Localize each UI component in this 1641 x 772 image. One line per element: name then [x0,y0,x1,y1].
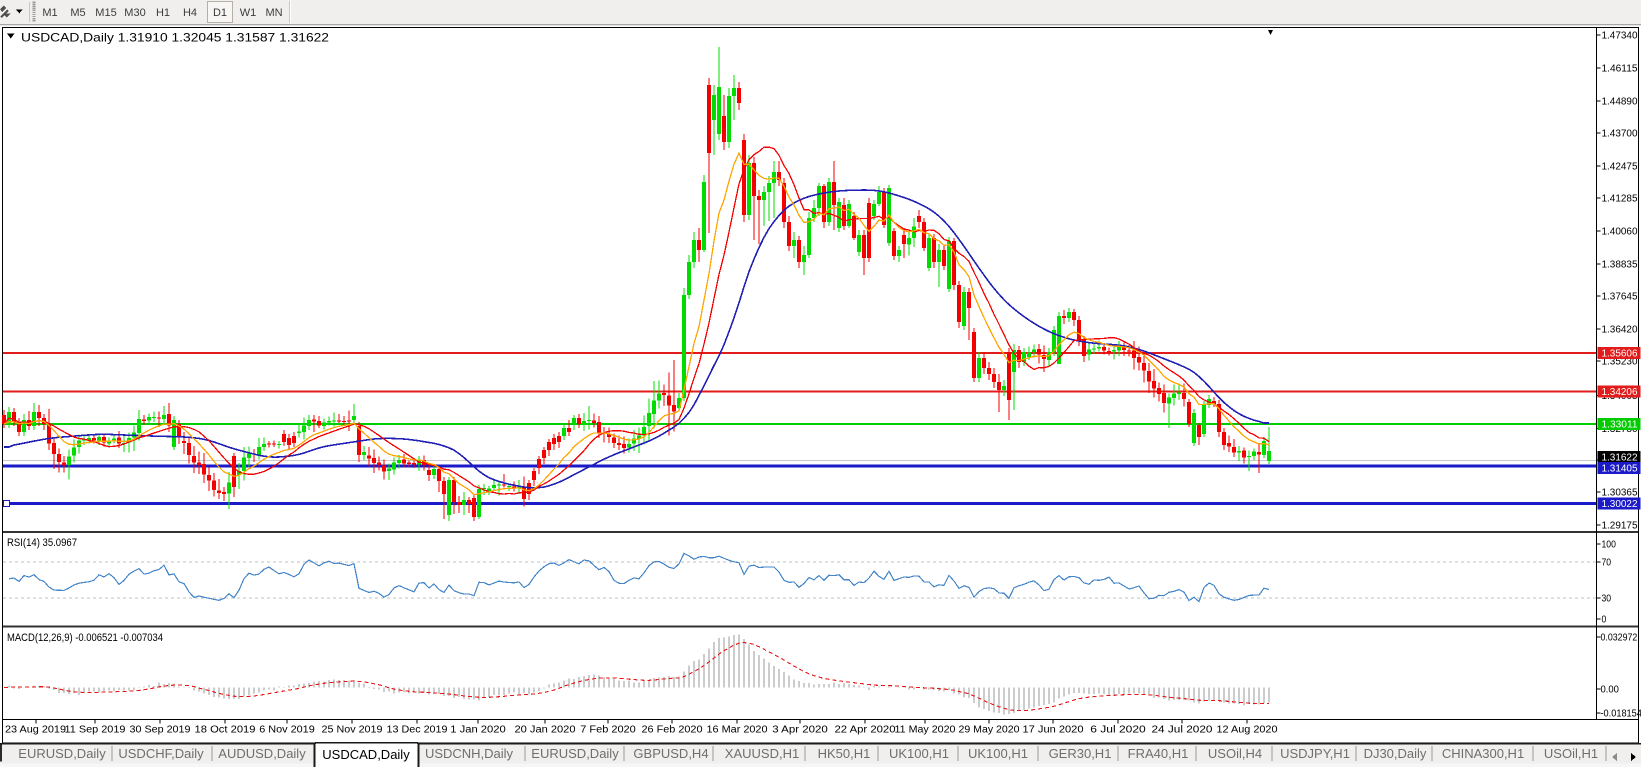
svg-text:23 Aug 2019: 23 Aug 2019 [5,725,66,736]
svg-text:USDJPY,H1: USDJPY,H1 [1280,746,1350,761]
svg-text:1.46115: 1.46115 [1602,64,1638,75]
svg-text:H4: H4 [183,7,197,19]
svg-text:UK100,H1: UK100,H1 [889,746,949,761]
svg-text:29 May 2020: 29 May 2020 [959,725,1020,736]
svg-text:1.30022: 1.30022 [1602,499,1638,510]
svg-text:24 Jul 2020: 24 Jul 2020 [1152,725,1214,736]
svg-text:M15: M15 [95,7,116,19]
svg-text:1.40060: 1.40060 [1602,227,1638,238]
svg-text:1.35606: 1.35606 [1602,348,1638,359]
svg-text:W1: W1 [240,7,257,19]
svg-text:70: 70 [1602,558,1612,569]
svg-text:0: 0 [1602,615,1607,626]
svg-text:6 Jul 2020: 6 Jul 2020 [1090,725,1146,736]
svg-text:USDCHF,Daily: USDCHF,Daily [118,746,204,761]
svg-text:22 Apr 2020: 22 Apr 2020 [835,725,896,736]
svg-text:11 Sep 2019: 11 Sep 2019 [65,725,126,736]
svg-text:D1: D1 [213,7,227,19]
svg-text:1.31405: 1.31405 [1602,464,1638,475]
svg-text:CHINA300,H1: CHINA300,H1 [1442,746,1524,761]
svg-text:USDCAD,Daily: USDCAD,Daily [322,747,410,762]
svg-text:M5: M5 [70,7,85,19]
svg-text:16 Mar 2020: 16 Mar 2020 [707,725,768,736]
svg-text:20 Jan 2020: 20 Jan 2020 [515,725,576,736]
svg-text:USDCAD,Daily 1.31910 1.32045: USDCAD,Daily 1.31910 1.32045 1.31587 1.3… [21,31,329,45]
svg-text:13 Dec 2019: 13 Dec 2019 [387,725,448,736]
svg-text:USOil,H1: USOil,H1 [1544,746,1598,761]
svg-text:EURUSD,Daily: EURUSD,Daily [531,746,619,761]
svg-text:12 Aug 2020: 12 Aug 2020 [1217,725,1278,736]
svg-text:17 Jun 2020: 17 Jun 2020 [1023,725,1084,736]
svg-text:GER30,H1: GER30,H1 [1049,746,1112,761]
svg-text:26 Feb 2020: 26 Feb 2020 [642,725,703,736]
svg-text:1.43700: 1.43700 [1602,129,1638,140]
svg-text:25 Nov 2019: 25 Nov 2019 [322,725,383,736]
svg-text:GBPUSD,H4: GBPUSD,H4 [633,746,708,761]
svg-text:1.47340: 1.47340 [1602,31,1638,42]
svg-text:100: 100 [1602,540,1617,551]
svg-text:30: 30 [1602,594,1612,605]
svg-text:6 Nov 2019: 6 Nov 2019 [259,725,315,736]
svg-text:1.37645: 1.37645 [1602,292,1638,303]
svg-text:1.41285: 1.41285 [1602,194,1638,205]
svg-text:0.00: 0.00 [1601,685,1620,696]
svg-text:HK50,H1: HK50,H1 [818,746,871,761]
svg-text:USOil,H4: USOil,H4 [1208,746,1262,761]
svg-text:MACD(12,26,9) -0.006521 -0.007: MACD(12,26,9) -0.006521 -0.007034 [7,632,163,644]
svg-text:7 Feb 2020: 7 Feb 2020 [580,725,636,736]
svg-text:FRA40,H1: FRA40,H1 [1128,746,1189,761]
svg-text:30 Sep 2019: 30 Sep 2019 [130,725,191,736]
svg-text:1.34206: 1.34206 [1602,387,1638,398]
svg-text:H1: H1 [156,7,170,19]
svg-text:RSI(14) 35.0967: RSI(14) 35.0967 [7,537,77,549]
svg-text:MN: MN [265,7,282,19]
svg-text:XAUUSD,H1: XAUUSD,H1 [725,746,799,761]
svg-text:DJ30,Daily: DJ30,Daily [1364,746,1427,761]
svg-text:USDCNH,Daily: USDCNH,Daily [425,746,514,761]
svg-text:3 Apr 2020: 3 Apr 2020 [772,725,828,736]
svg-text:AUDUSD,Daily: AUDUSD,Daily [218,746,306,761]
svg-text:EURUSD,Daily: EURUSD,Daily [18,746,106,761]
svg-text:1.44890: 1.44890 [1602,97,1638,108]
svg-text:18 Oct 2019: 18 Oct 2019 [195,725,256,736]
svg-text:1.30365: 1.30365 [1602,488,1638,499]
svg-text:1.29175: 1.29175 [1602,521,1638,532]
svg-text:1.38835: 1.38835 [1602,260,1638,271]
svg-text:1.36420: 1.36420 [1602,325,1638,336]
svg-text:0.032972: 0.032972 [1601,633,1638,644]
svg-text:UK100,H1: UK100,H1 [968,746,1028,761]
svg-text:1 Jan 2020: 1 Jan 2020 [450,725,506,736]
svg-text:M30: M30 [124,7,145,19]
svg-text:1.42475: 1.42475 [1602,162,1638,173]
svg-text:M1: M1 [42,7,57,19]
svg-text:1.33011: 1.33011 [1602,419,1638,430]
svg-text:-0.018154: -0.018154 [1601,709,1641,720]
svg-text:1.31622: 1.31622 [1602,453,1638,464]
svg-text:11 May 2020: 11 May 2020 [895,725,956,736]
